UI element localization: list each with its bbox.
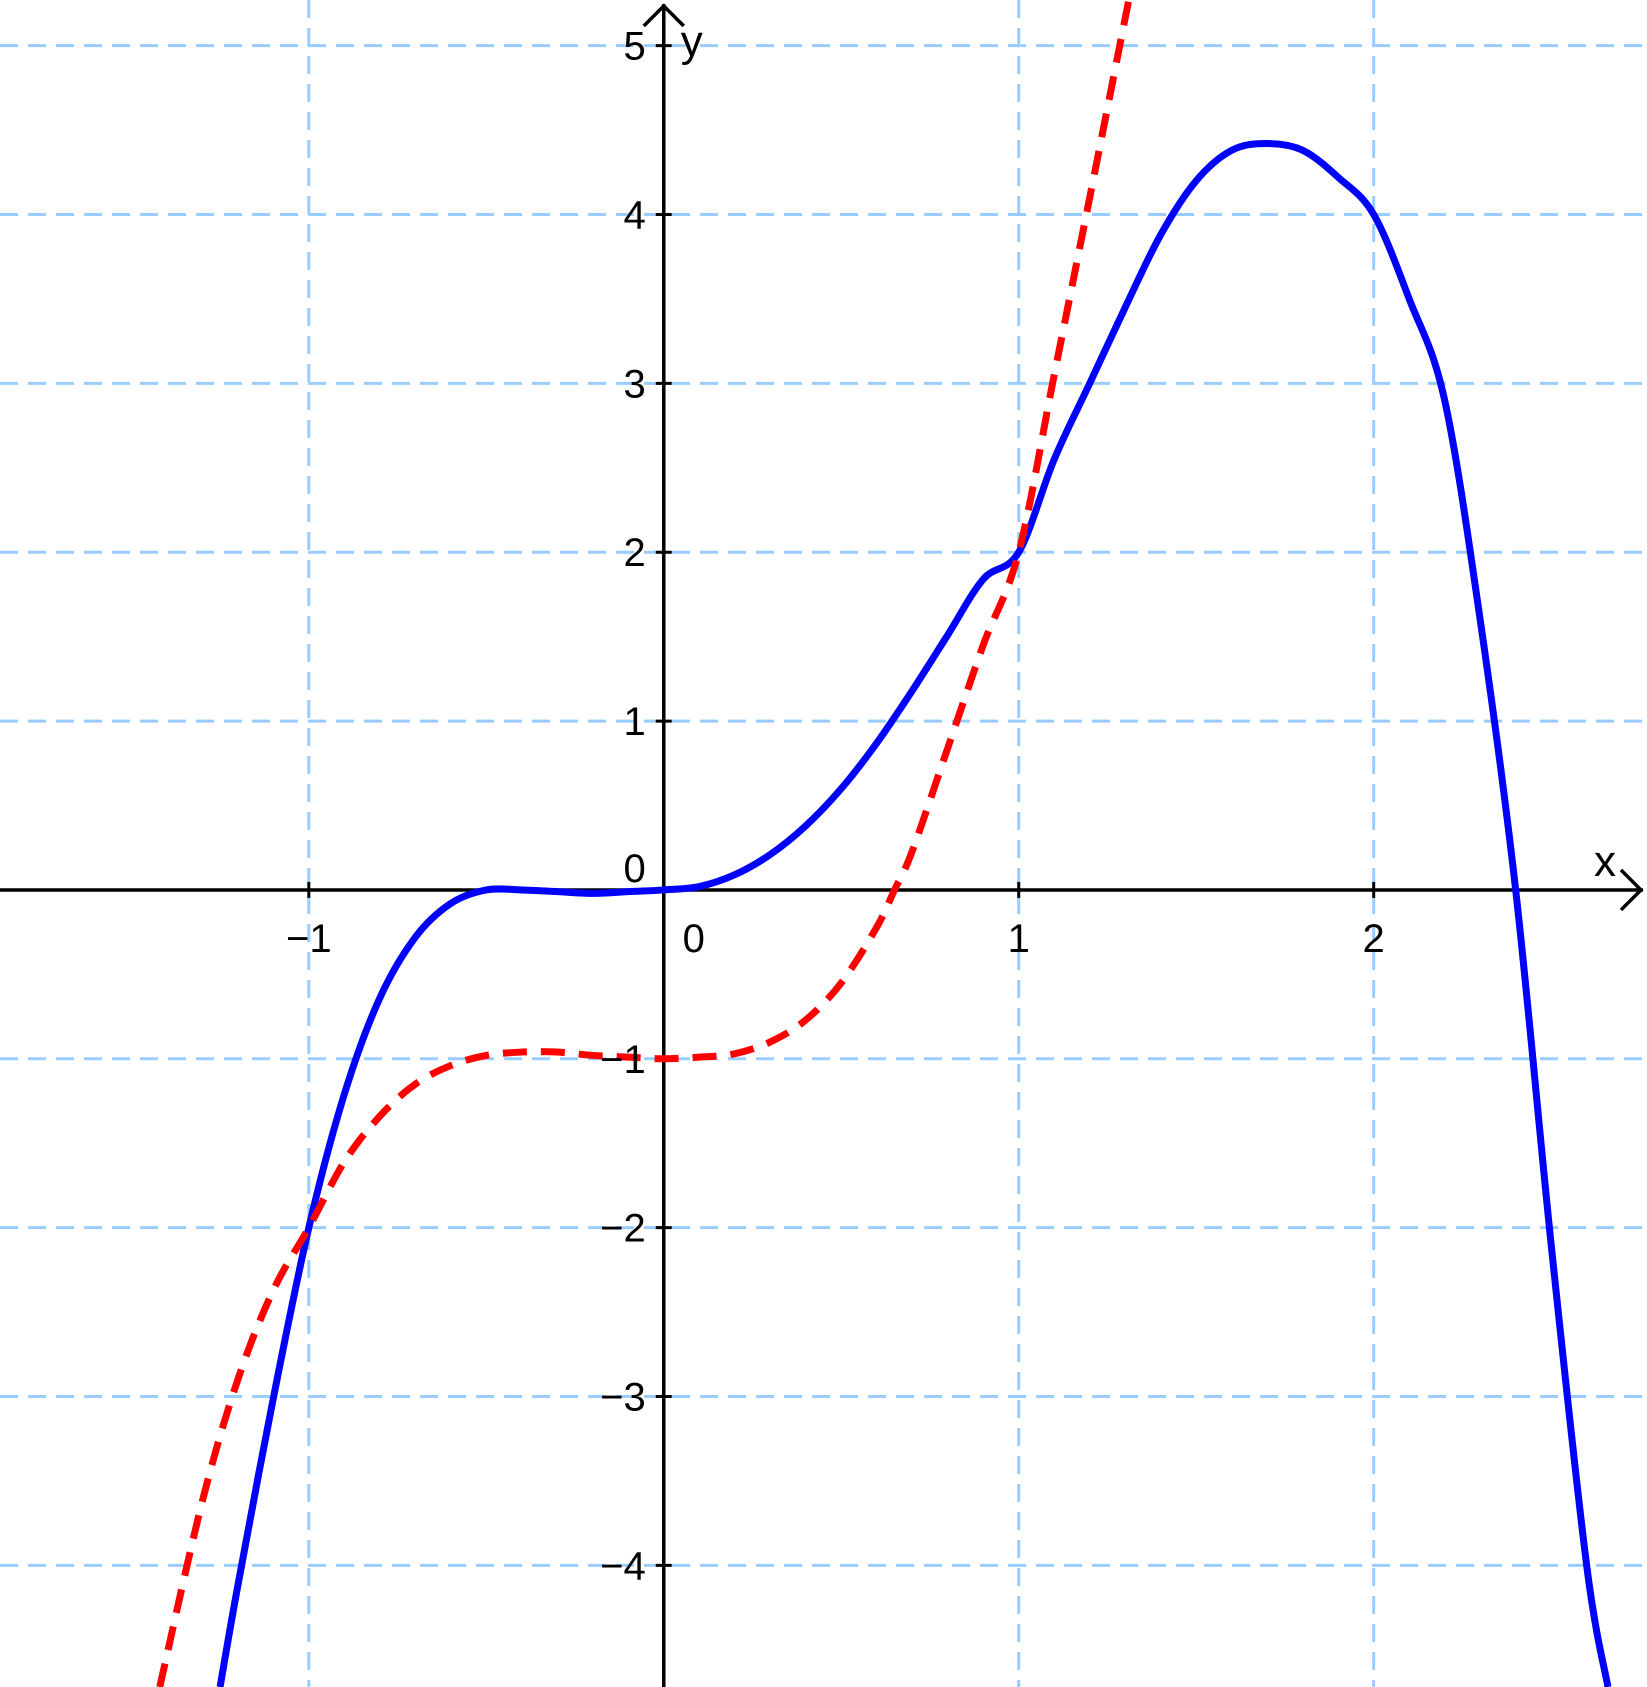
y-tick-label: 4: [624, 193, 646, 237]
x-tick-label: −1: [286, 917, 332, 961]
x-tick-label: 2: [1363, 917, 1385, 961]
x-axis-arrow: [1619, 868, 1644, 912]
axes: [0, 3, 1644, 1687]
y-tick-label: −4: [600, 1544, 646, 1588]
series-layer: [156, 0, 1612, 1687]
y-tick-label: 0: [624, 847, 646, 891]
series-line-solid: [216, 140, 1612, 1687]
y-axis-label: y: [681, 17, 703, 66]
y-tick-label: 3: [624, 362, 646, 406]
y-tick-label: −3: [600, 1376, 646, 1420]
x-tick-label: 0: [683, 917, 705, 961]
x-axis-label: x: [1594, 837, 1616, 886]
y-axis-arrow: [642, 3, 686, 28]
y-tick-label: 2: [624, 531, 646, 575]
labels: −1 0 1 2 −4 −3 −2 −1 0 1 2 3 4 5 x y: [286, 17, 1616, 1588]
y-tick-label: −1: [600, 1038, 646, 1082]
series-line-dashed: [156, 0, 1133, 1687]
y-tick-label: 5: [624, 25, 646, 69]
y-tick-label: 1: [624, 700, 646, 744]
y-tick-label: −2: [600, 1207, 646, 1251]
x-tick-label: 1: [1008, 917, 1030, 961]
